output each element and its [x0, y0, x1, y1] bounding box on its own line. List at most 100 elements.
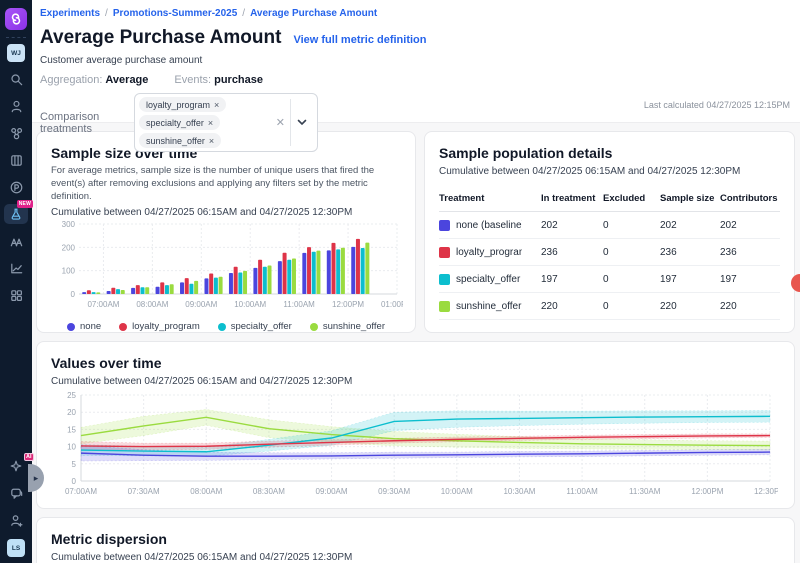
population-table: Treatment In treatment Excluded Sample size…: [439, 185, 780, 320]
treatment-cell: specialty_offer: [439, 273, 541, 285]
table-cell: 0: [603, 273, 609, 285]
chevron-down-icon[interactable]: [291, 119, 313, 126]
table-cell: 0: [603, 219, 609, 231]
treatment-multiselect[interactable]: loyalty_program × specialty_offer × sunshine…: [134, 93, 318, 152]
experiments-flask-icon[interactable]: NEW: [4, 200, 33, 224]
aggregation-label: Aggregation:: [40, 74, 103, 86]
sidebar-divider: [6, 37, 26, 38]
svg-text:15: 15: [67, 425, 76, 434]
legend-label: loyalty_program: [132, 321, 200, 332]
values-title: Values over time: [51, 355, 162, 371]
breadcrumb-item[interactable]: Experiments: [40, 8, 101, 19]
svg-text:10:30AM: 10:30AM: [503, 487, 535, 496]
workspace-avatar[interactable]: WJ: [7, 44, 25, 62]
events-value: purchase: [214, 74, 264, 86]
population-title: Sample population details: [439, 145, 613, 161]
pulse-icon[interactable]: [5, 177, 27, 197]
treatment-color-swatch: [439, 246, 450, 258]
floating-chat-button[interactable]: [791, 274, 800, 292]
treatment-chip-label: specialty_offer: [146, 117, 204, 128]
sidebar-expand-handle[interactable]: ▸: [28, 464, 44, 492]
svg-text:300: 300: [62, 220, 76, 229]
table-cell: 220: [720, 300, 737, 312]
svg-text:11:30AM: 11:30AM: [629, 487, 661, 496]
population-card: Sample population details Cumulative bet…: [424, 131, 795, 333]
svg-text:100: 100: [62, 267, 76, 276]
page-title: Average Purchase Amount: [40, 27, 282, 48]
values-over-time-card: Values over time Cumulative between 04/2…: [36, 341, 795, 509]
support-chat-icon[interactable]: [5, 483, 27, 503]
treatment-chip-label: sunshine_offer: [146, 135, 205, 146]
table-cell: 0: [603, 246, 609, 258]
metrics-chart-icon[interactable]: [5, 258, 27, 278]
table-cell: 236: [541, 246, 558, 258]
dashboards-grid-icon[interactable]: [5, 285, 27, 305]
svg-text:10: 10: [67, 443, 76, 452]
select-divider: [290, 99, 291, 146]
search-icon[interactable]: [5, 69, 27, 89]
breadcrumb: Experiments / Promotions-Summer-2025 / Avera…: [40, 8, 790, 19]
values-line-chart: 07:00AM 07:30AM 08:00AM 08:30AM 09:00AM 09:30…: [65, 391, 786, 496]
table-cell: 202: [660, 219, 677, 231]
ai-assistant-icon[interactable]: AI: [5, 453, 34, 476]
aggregation-row: Aggregation: Average Events: purchase: [40, 74, 790, 86]
breadcrumb-item[interactable]: Promotions-Summer-2025: [112, 8, 238, 19]
legend-item: none: [67, 321, 101, 332]
table-row: loyalty_program 236 0 236 236: [439, 239, 780, 266]
columns-icon[interactable]: [5, 150, 27, 170]
ai-badge: AI: [23, 453, 34, 461]
view-metric-definition-link[interactable]: View full metric definition: [293, 34, 427, 46]
holdouts-icon[interactable]: [5, 231, 27, 251]
new-badge: NEW: [16, 200, 33, 208]
table-column-header: Treatment: [439, 192, 485, 204]
table-row: none (baseline) 202 0 202 202: [439, 212, 780, 239]
breadcrumb-separator: /: [242, 8, 246, 19]
table-header-row: Treatment In treatment Excluded Sample size…: [439, 185, 780, 212]
legend-label: sunshine_offer: [322, 321, 385, 332]
treatment-chip[interactable]: sunshine_offer ×: [139, 133, 222, 148]
invite-person-icon[interactable]: [5, 510, 27, 530]
chip-remove-icon[interactable]: ×: [214, 99, 220, 110]
legend-dot: [217, 322, 226, 331]
segments-icon[interactable]: [5, 123, 27, 143]
table-cell: 197: [541, 273, 558, 285]
table-cell: 220: [541, 300, 558, 312]
legend-label: specialty_offer: [230, 321, 292, 332]
treatment-color-swatch: [439, 219, 450, 231]
chip-remove-icon[interactable]: ×: [207, 117, 214, 128]
last-calculated-text: Last calculated 04/27/2025 12:15PM: [643, 100, 790, 110]
svg-text:08:00AM: 08:00AM: [136, 300, 168, 309]
clear-selection-icon[interactable]: ✕: [275, 117, 285, 129]
treatment-chip[interactable]: loyalty_program ×: [139, 97, 227, 112]
legend-item: loyalty_program: [119, 321, 200, 332]
statsig-logo[interactable]: [5, 8, 27, 30]
treatment-color-swatch: [439, 273, 450, 285]
treatment-color-swatch: [439, 300, 450, 312]
svg-text:11:00AM: 11:00AM: [283, 300, 315, 309]
table-column-header: In treatment: [541, 192, 596, 204]
svg-text:0: 0: [71, 290, 76, 299]
treatment-name: specialty_offer: [456, 273, 521, 285]
treatment-name: loyalty_program: [456, 246, 522, 258]
treatment-chip[interactable]: specialty_offer ×: [139, 115, 221, 130]
treatment-cell: sunshine_offer: [439, 300, 541, 312]
people-icon[interactable]: [5, 96, 27, 116]
svg-text:20: 20: [67, 408, 76, 417]
main-area: Experiments / Promotions-Summer-2025 / Avera…: [32, 0, 800, 563]
treatment-chip-label: loyalty_program: [146, 99, 211, 110]
breadcrumb-item[interactable]: Average Purchase Amount: [250, 8, 378, 19]
table-row: sunshine_offer 220 0 220 220: [439, 293, 780, 320]
svg-text:11:00AM: 11:00AM: [566, 487, 598, 496]
user-avatar[interactable]: LS: [7, 539, 25, 557]
svg-text:09:00AM: 09:00AM: [316, 487, 348, 496]
sample-size-card: Sample size over time For average metric…: [36, 131, 416, 333]
bar-chart-legend: none loyalty_program specialty_offer sunshi…: [51, 321, 401, 332]
table-column-header: Contributors: [720, 192, 778, 204]
chip-remove-icon[interactable]: ×: [208, 135, 215, 146]
dispersion-period: Cumulative between 04/27/2025 06:15AM an…: [51, 552, 353, 563]
svg-text:09:30AM: 09:30AM: [378, 487, 410, 496]
svg-text:200: 200: [62, 243, 76, 252]
treatment-name: sunshine_offer: [456, 300, 522, 312]
logo-knot-icon: [11, 13, 21, 25]
